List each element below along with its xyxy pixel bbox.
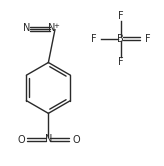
Text: N: N <box>48 23 55 33</box>
Text: O: O <box>17 135 25 145</box>
Text: O: O <box>72 135 80 145</box>
Text: F: F <box>91 34 96 44</box>
Text: N: N <box>23 23 30 33</box>
Text: F: F <box>118 57 123 67</box>
Text: B: B <box>117 34 124 44</box>
Text: F: F <box>145 34 150 44</box>
Text: F: F <box>118 11 123 21</box>
Text: N: N <box>45 134 52 144</box>
Text: +: + <box>53 23 59 29</box>
